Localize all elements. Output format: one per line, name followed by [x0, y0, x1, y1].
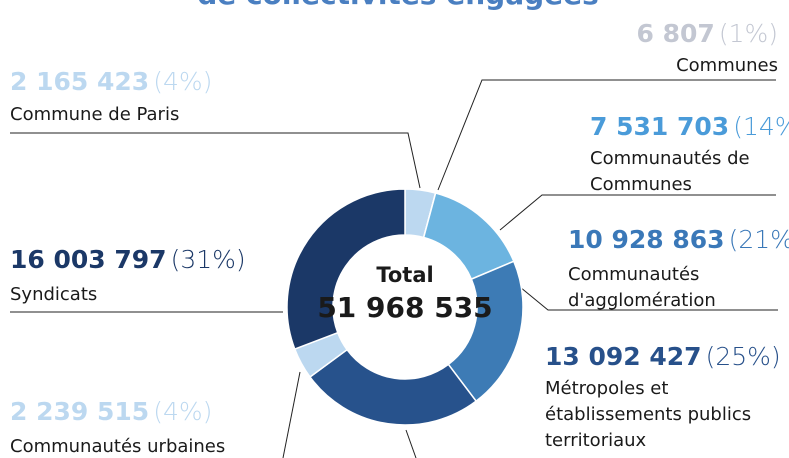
- percent-label: (21%): [729, 225, 789, 254]
- leader-lines: [10, 79, 778, 458]
- category-label: territoriaux: [545, 430, 647, 451]
- percent-label: (31%): [171, 245, 246, 274]
- value-label: 16 003 797 (31%): [10, 245, 246, 274]
- category-label: d'agglomération: [568, 290, 716, 311]
- category-label: Communautés urbaines: [10, 436, 225, 457]
- center-label: Total: [376, 263, 433, 287]
- percent-label: (4%): [153, 397, 212, 426]
- value-number: 16 003 797: [10, 245, 167, 274]
- value-label: 10 928 863(21%): [568, 225, 789, 254]
- value-number: 13 092 427: [545, 342, 702, 371]
- percent-label: (25%): [706, 342, 781, 371]
- value-number: 2 239 515: [10, 397, 149, 426]
- total: 51 968 535: [317, 291, 492, 324]
- donut-segment: [308, 348, 478, 426]
- category-label: établissements publics: [545, 404, 751, 425]
- leader-line: [10, 132, 421, 189]
- value-number: 2 165 423: [10, 67, 149, 96]
- donut-segment: [286, 188, 406, 350]
- category-label: Syndicats: [10, 284, 97, 305]
- percent-label: (4%): [153, 67, 212, 96]
- category-label: Communautés: [568, 264, 699, 285]
- leader-line: [499, 194, 776, 231]
- leader-line: [437, 79, 776, 191]
- value-number: 7 531 703: [590, 112, 729, 141]
- value-number: 10 928 863: [568, 225, 725, 254]
- category-label: Métropoles et: [545, 378, 668, 399]
- value-label: 2 165 423 (4%): [10, 67, 212, 96]
- leader-line: [282, 371, 301, 458]
- leader-line: [519, 286, 778, 311]
- chart-title: de collectivités engagées: [197, 0, 599, 11]
- value-label: 6 807 (1%): [637, 19, 778, 48]
- category-label: Commune de Paris: [10, 104, 179, 125]
- category-label: Communes: [590, 174, 692, 195]
- percent-label: (14%): [733, 112, 789, 141]
- value-label: 7 531 703(14%): [590, 112, 789, 141]
- category-label: Communautés de: [590, 148, 750, 169]
- percent-label: (1%): [719, 19, 778, 48]
- value-label: 2 239 515 (4%): [10, 397, 212, 426]
- category-label: Communes: [676, 55, 778, 76]
- value-number: 6 807: [637, 19, 715, 48]
- leader-line: [405, 429, 417, 458]
- value-label: 13 092 427 (25%): [545, 342, 781, 371]
